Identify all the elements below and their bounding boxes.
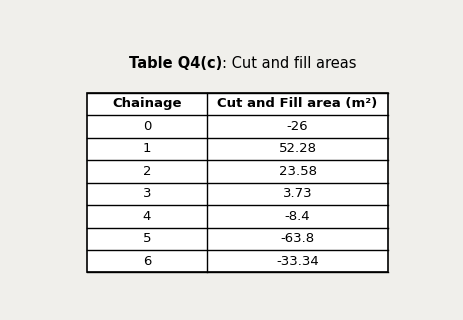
Text: 23.58: 23.58	[279, 165, 317, 178]
Text: -63.8: -63.8	[281, 232, 315, 245]
Text: 5: 5	[143, 232, 151, 245]
Bar	[87, 92, 388, 273]
Text: -26: -26	[287, 120, 308, 133]
Text: 3.73: 3.73	[283, 187, 313, 200]
Text: -8.4: -8.4	[285, 210, 310, 223]
Text: Cut and Fill area (m²): Cut and Fill area (m²)	[218, 97, 378, 110]
Text: Chainage: Chainage	[112, 97, 181, 110]
Text: 4: 4	[143, 210, 151, 223]
Text: 2: 2	[143, 165, 151, 178]
Text: 3: 3	[143, 187, 151, 200]
Text: 1: 1	[143, 142, 151, 155]
Text: -33.34: -33.34	[276, 255, 319, 268]
Text: 52.28: 52.28	[279, 142, 317, 155]
Text: : Cut and fill areas: : Cut and fill areas	[222, 56, 357, 71]
Text: 0: 0	[143, 120, 151, 133]
Text: Table Q4(c): Table Q4(c)	[129, 56, 222, 71]
Text: 6: 6	[143, 255, 151, 268]
